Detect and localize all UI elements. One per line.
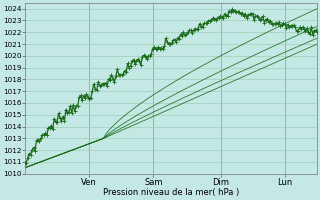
X-axis label: Pression niveau de la mer( hPa ): Pression niveau de la mer( hPa ) [103, 188, 239, 197]
